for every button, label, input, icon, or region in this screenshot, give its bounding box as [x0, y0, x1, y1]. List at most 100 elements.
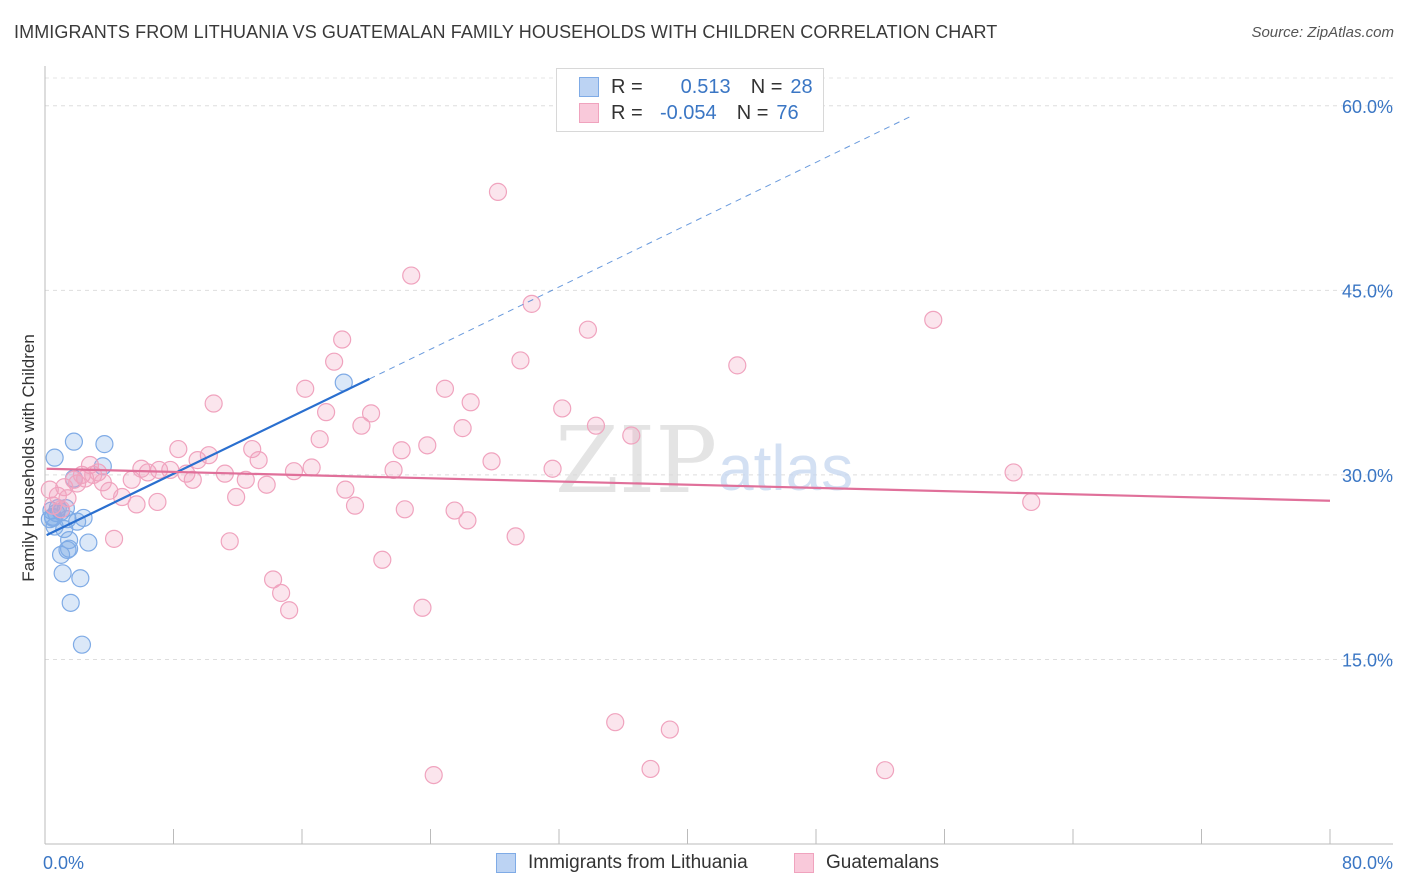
data-point	[284, 462, 304, 481]
data-point	[220, 532, 239, 551]
data-point	[395, 500, 414, 519]
data-point	[506, 527, 525, 546]
data-point	[236, 470, 255, 489]
data-point	[435, 379, 455, 398]
watermark-zip: ZIP	[555, 407, 717, 514]
data-point	[148, 492, 167, 512]
y-axis-label: Family Households with Children	[19, 334, 38, 582]
data-point	[361, 404, 381, 423]
data-point	[511, 351, 530, 370]
series-swatch-blue	[496, 853, 516, 873]
data-point	[453, 419, 472, 438]
data-point	[280, 601, 299, 620]
data-point	[243, 439, 262, 459]
data-point	[95, 435, 114, 454]
data-point	[392, 441, 411, 460]
series-guatemalans	[40, 182, 1041, 785]
data-point	[488, 182, 508, 201]
data-point	[272, 583, 291, 603]
data-point	[72, 635, 92, 654]
series-label-guatemalans: Guatemalans	[826, 852, 940, 873]
series-legend-lithuania: Immigrants from Lithuania	[496, 852, 748, 874]
y-tick-label: 30.0%	[1342, 466, 1393, 486]
data-point	[310, 430, 329, 449]
legend-row-lithuania: R = 0.513 N = 28	[579, 75, 813, 99]
data-point	[325, 352, 344, 371]
data-point	[316, 403, 336, 422]
legend-n-value: 28	[790, 75, 813, 98]
data-point	[127, 495, 146, 514]
data-point	[1022, 492, 1041, 512]
data-point	[53, 564, 72, 583]
data-point	[333, 330, 352, 349]
legend-row-guatemalans: R = -0.054 N = 76	[579, 101, 799, 125]
data-point	[402, 266, 421, 285]
chart-title: IMMIGRANTS FROM LITHUANIA VS GUATEMALAN …	[14, 22, 998, 42]
data-point	[728, 356, 747, 375]
data-point	[352, 416, 371, 435]
data-point	[204, 394, 223, 413]
data-point	[445, 501, 464, 520]
data-point	[641, 759, 660, 779]
data-point	[199, 446, 218, 465]
data-point	[45, 448, 64, 467]
series-legend-guatemalans: Guatemalans	[794, 852, 939, 874]
data-point	[418, 436, 437, 455]
data-point	[227, 487, 246, 507]
trend-line-lithuania	[46, 377, 370, 537]
data-point	[58, 489, 77, 508]
data-point	[413, 598, 432, 617]
source-label: Source: ZipAtlas.com	[1251, 24, 1394, 41]
correlation-legend: R = 0.513 N = 28 R = -0.054 N = 76	[556, 68, 824, 132]
legend-r-value: 0.513	[680, 75, 731, 98]
y-tick-label: 60.0%	[1342, 97, 1393, 117]
legend-n-label: N =	[736, 101, 769, 124]
data-point	[606, 713, 625, 732]
y-tick-label: 45.0%	[1342, 281, 1393, 301]
watermark-atlas: atlas	[718, 432, 853, 504]
trend-extension-lithuania	[369, 115, 913, 380]
trend-line-guatemalans	[46, 467, 1331, 502]
series-lithuania	[40, 373, 353, 654]
data-point	[169, 439, 188, 459]
data-point	[79, 533, 98, 552]
data-point	[543, 459, 562, 478]
data-point	[263, 570, 283, 589]
y-tick-label: 15.0%	[1342, 650, 1393, 670]
legend-n-value: 76	[776, 101, 799, 124]
data-point	[71, 569, 90, 588]
data-point	[345, 496, 365, 515]
data-point	[373, 550, 392, 569]
data-point	[458, 511, 477, 530]
series-swatch-pink	[794, 853, 814, 873]
data-point	[88, 463, 108, 482]
data-point	[51, 500, 71, 519]
data-point	[302, 458, 321, 477]
series-label-lithuania: Immigrants from Lithuania	[528, 852, 748, 873]
data-point	[64, 432, 84, 451]
x-tick-label: 80.0%	[1342, 853, 1393, 873]
data-point	[384, 460, 403, 480]
data-point	[257, 475, 276, 494]
data-point	[622, 426, 641, 445]
legend-r-value: -0.054	[659, 101, 717, 124]
data-point	[59, 530, 79, 550]
data-point	[578, 320, 598, 339]
data-point	[586, 416, 606, 435]
data-point	[875, 761, 895, 780]
data-point	[924, 310, 943, 329]
legend-r-label: R =	[611, 101, 643, 124]
data-point	[553, 399, 572, 418]
data-point	[522, 294, 541, 313]
data-point	[482, 452, 501, 471]
x-tick-label: 0.0%	[43, 853, 84, 873]
legend-swatch-pink	[579, 103, 599, 123]
data-point	[104, 529, 124, 548]
data-point	[61, 593, 80, 612]
data-point	[424, 765, 443, 785]
data-point	[1004, 463, 1023, 482]
data-point	[336, 480, 355, 499]
legend-r-label: R =	[611, 75, 643, 98]
data-point	[461, 393, 480, 412]
